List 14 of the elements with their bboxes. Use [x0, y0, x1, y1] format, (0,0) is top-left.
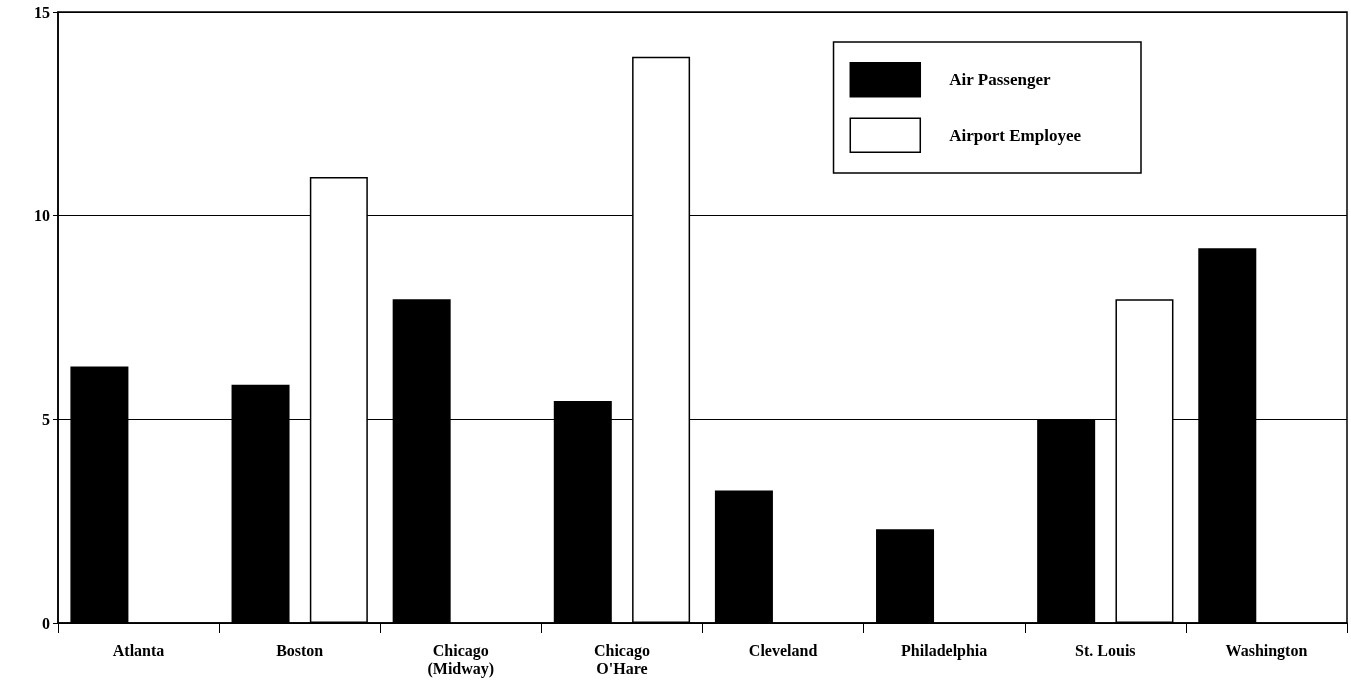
x-tick-label: Washington [1225, 641, 1308, 660]
x-tick-label: Chicago (Midway) [427, 641, 495, 678]
x-tick-label: Cleveland [748, 641, 818, 659]
legend-label: Air Passenger [949, 70, 1051, 90]
x-tick-label: Philadelphia [901, 641, 988, 660]
x-tick-label: St. Louis [1075, 641, 1136, 659]
y-tick-label: 15 [34, 3, 50, 21]
y-tick-label: 10 [34, 207, 50, 225]
legend-label: Airport Employee [949, 125, 1082, 145]
x-tick-label: Atlanta [112, 641, 165, 659]
y-tick-label: 5 [42, 410, 50, 428]
x-tick-label: Boston [276, 641, 324, 659]
y-tick-label: 0 [42, 614, 50, 632]
x-tick-label: Chicago O'Hare [593, 641, 650, 677]
